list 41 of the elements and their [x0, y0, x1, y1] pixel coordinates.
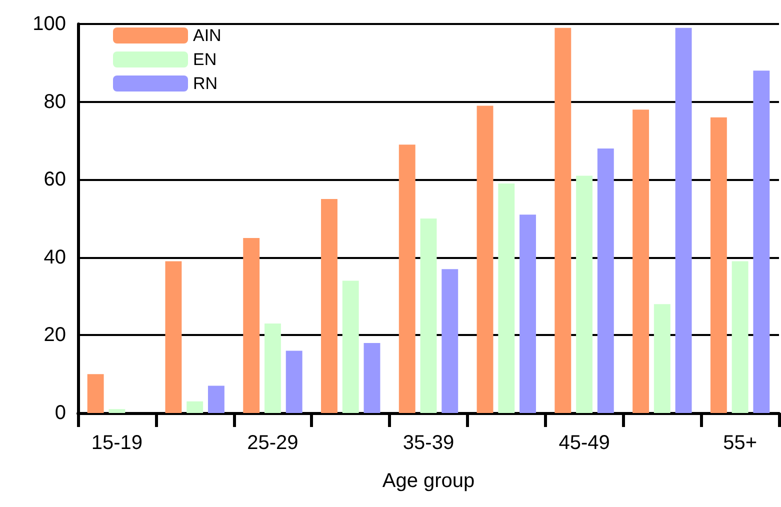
bar	[554, 28, 572, 413]
x-tick-label: 55+	[723, 432, 758, 454]
bar	[675, 28, 692, 413]
bar	[442, 269, 458, 413]
bar	[732, 261, 748, 413]
bar	[597, 148, 614, 413]
legend-label: EN	[193, 50, 217, 69]
bar	[476, 106, 494, 413]
bar	[654, 304, 670, 413]
bar	[321, 199, 338, 413]
y-tick-label: 80	[44, 90, 66, 113]
bar	[186, 401, 204, 413]
bar	[243, 238, 260, 413]
bar	[342, 280, 359, 413]
bar	[753, 70, 770, 413]
y-tick-label: 0	[54, 402, 66, 424]
bar	[398, 144, 416, 413]
x-tick-label: 25-29	[247, 432, 298, 454]
y-tick-label: 60	[44, 168, 66, 191]
bar	[165, 261, 182, 413]
bar	[364, 342, 380, 413]
y-tick-label: 100	[32, 13, 66, 35]
bar	[286, 350, 302, 413]
y-tick-label: 40	[44, 246, 66, 268]
legend-label: AIN	[193, 26, 222, 45]
x-tick-label: 35-39	[402, 432, 454, 454]
x-tick-label: 15-19	[91, 432, 143, 454]
bar	[208, 386, 224, 413]
bar	[576, 176, 592, 413]
bar	[498, 183, 515, 413]
x-axis-title: Age group	[382, 470, 475, 492]
bar	[520, 214, 536, 413]
x-tick-label: 45-49	[558, 432, 610, 454]
legend-label: RN	[193, 74, 218, 93]
bar	[264, 324, 281, 413]
bar	[108, 409, 126, 413]
y-tick-label: 20	[44, 324, 66, 346]
bar	[87, 374, 104, 413]
bar	[420, 218, 437, 413]
bar	[632, 110, 650, 413]
bar	[710, 117, 727, 413]
